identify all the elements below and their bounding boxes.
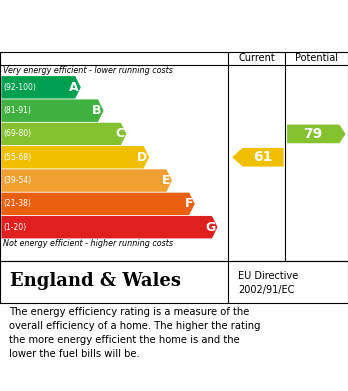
Text: 2002/91/EC: 2002/91/EC — [238, 285, 295, 294]
Text: B: B — [92, 104, 102, 117]
Text: (92-100): (92-100) — [3, 83, 36, 92]
Text: Very energy efficient - lower running costs: Very energy efficient - lower running co… — [3, 66, 173, 75]
Polygon shape — [1, 193, 195, 215]
Text: Energy Efficiency Rating: Energy Efficiency Rating — [9, 26, 230, 41]
Polygon shape — [1, 99, 104, 122]
Text: D: D — [137, 151, 148, 164]
Text: E: E — [162, 174, 170, 187]
Text: England & Wales: England & Wales — [10, 272, 181, 290]
Text: (81-91): (81-91) — [3, 106, 31, 115]
Polygon shape — [287, 125, 346, 143]
Text: Not energy efficient - higher running costs: Not energy efficient - higher running co… — [3, 239, 174, 248]
Text: C: C — [116, 127, 125, 140]
Text: (1-20): (1-20) — [3, 223, 26, 232]
Text: 61: 61 — [253, 150, 273, 164]
Text: (55-68): (55-68) — [3, 153, 32, 162]
Text: EU Directive: EU Directive — [238, 271, 299, 281]
Text: G: G — [206, 221, 216, 234]
Text: Potential: Potential — [295, 54, 338, 63]
Text: (69-80): (69-80) — [3, 129, 32, 138]
Polygon shape — [1, 216, 218, 239]
Text: (21-38): (21-38) — [3, 199, 31, 208]
Polygon shape — [1, 123, 126, 145]
Polygon shape — [1, 169, 172, 192]
Text: (39-54): (39-54) — [3, 176, 32, 185]
Polygon shape — [1, 76, 81, 99]
Text: A: A — [69, 81, 79, 94]
Polygon shape — [232, 148, 284, 167]
Text: Current: Current — [238, 54, 275, 63]
Text: F: F — [184, 197, 193, 210]
Text: 79: 79 — [303, 127, 323, 141]
Polygon shape — [1, 146, 149, 169]
Text: The energy efficiency rating is a measure of the
overall efficiency of a home. T: The energy efficiency rating is a measur… — [9, 307, 260, 359]
